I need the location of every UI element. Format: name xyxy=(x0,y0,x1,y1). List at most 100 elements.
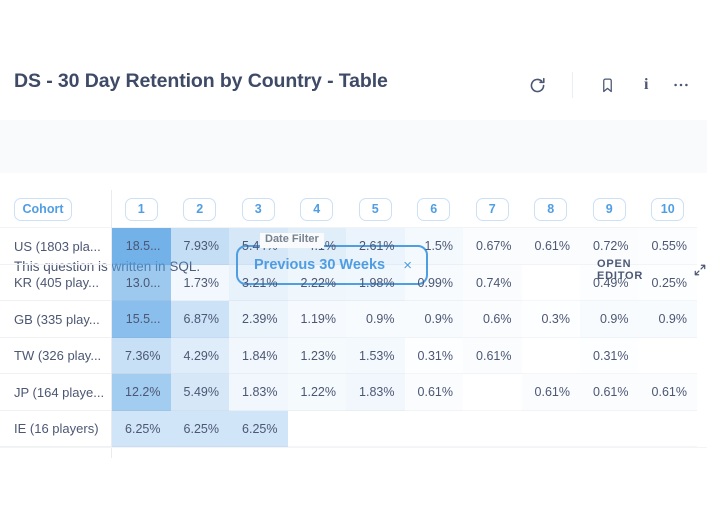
column-header-pill-4[interactable]: 4 xyxy=(300,197,334,221)
retention-cell[interactable]: 6.25% xyxy=(170,410,229,447)
table-row: JP (164 playe... 12.2% 5.49% 1.83% 1.22% 1.83… xyxy=(0,374,707,411)
retention-cell[interactable]: 2.39% xyxy=(229,301,288,338)
date-filter-label: Date Filter xyxy=(260,233,324,248)
column-header-cell: 4 xyxy=(288,190,347,228)
column-header-cell: 7 xyxy=(463,190,522,228)
retention-cell[interactable]: 0.61% xyxy=(639,374,698,411)
retention-cell[interactable]: 0.9% xyxy=(638,301,697,338)
retention-cell[interactable]: 1.98% xyxy=(346,264,405,301)
column-header-cell: 6 xyxy=(405,190,464,228)
page-title[interactable]: DS - 30 Day Retention by Country - Table xyxy=(14,70,388,92)
retention-cell[interactable]: 0.61% xyxy=(580,374,639,411)
retention-cell[interactable]: 0.99% xyxy=(404,264,463,301)
retention-cell[interactable] xyxy=(639,411,698,448)
column-header-cell: 5 xyxy=(346,190,405,228)
cohort-row-label[interactable]: US (1803 pla... xyxy=(0,228,112,265)
retention-cell[interactable]: 7.36% xyxy=(112,337,171,374)
date-filter-widget[interactable]: Previous 30 Weeks × xyxy=(236,245,428,285)
retention-cell[interactable]: 0.61% xyxy=(405,374,464,411)
column-header-pill-9[interactable]: 9 xyxy=(592,197,626,221)
retention-cell[interactable]: 6.25% xyxy=(229,410,288,447)
retention-cell[interactable]: 7.93% xyxy=(170,228,229,265)
retention-cell[interactable]: 15.5... xyxy=(112,301,171,338)
column-header-cell: 8 xyxy=(522,190,581,228)
refresh-icon[interactable] xyxy=(528,76,547,95)
column-header-cell: 10 xyxy=(639,190,698,228)
retention-cell[interactable]: 0.6% xyxy=(463,301,522,338)
retention-cell[interactable]: 5.49% xyxy=(170,374,229,411)
retention-cell[interactable]: 1.23% xyxy=(287,337,346,374)
info-icon[interactable]: i xyxy=(644,76,649,93)
retention-cell[interactable]: 0.31% xyxy=(580,338,639,375)
retention-cell[interactable]: 1.83% xyxy=(346,374,405,411)
retention-cell[interactable]: 1.73% xyxy=(170,264,229,301)
column-header-pill-2[interactable]: 2 xyxy=(183,197,217,221)
retention-cell[interactable]: 2.61% xyxy=(346,228,405,265)
retention-cell[interactable]: 0.61% xyxy=(522,228,581,265)
date-filter-value[interactable]: Previous 30 Weeks xyxy=(254,257,386,273)
retention-cell[interactable]: 1.83% xyxy=(229,374,288,411)
retention-cell[interactable]: 0.9% xyxy=(346,301,405,338)
retention-cell[interactable] xyxy=(463,374,522,411)
retention-cell[interactable] xyxy=(463,411,522,448)
retention-cell[interactable]: 2.22% xyxy=(287,264,346,301)
retention-cell[interactable]: 0.55% xyxy=(639,228,698,265)
retention-cell[interactable]: 0.61% xyxy=(522,374,581,411)
retention-cell[interactable]: 4.29% xyxy=(170,337,229,374)
column-header-pill-10[interactable]: 10 xyxy=(651,197,685,221)
cohort-column-header[interactable]: Cohort xyxy=(14,197,72,221)
ellipsis-icon[interactable] xyxy=(672,76,690,94)
retention-cell[interactable]: 3.21% xyxy=(229,264,288,301)
cohort-row-label[interactable]: GB (335 play... xyxy=(0,301,112,338)
retention-cell[interactable] xyxy=(639,338,698,375)
column-header-pill-7[interactable]: 7 xyxy=(475,197,509,221)
retention-cell[interactable]: 1.84% xyxy=(229,337,288,374)
open-editor-button[interactable]: OPEN EDITOR xyxy=(597,258,707,282)
column-header-cell: 1 xyxy=(112,190,171,228)
column-header-pill-5[interactable]: 5 xyxy=(358,197,392,221)
table-row: US (1803 pla...18.5...7.93%5.44%4.1%2.61… xyxy=(0,228,707,265)
retention-cell[interactable]: 0.31% xyxy=(405,338,464,375)
bookmark-icon[interactable] xyxy=(599,77,616,94)
column-header-pill-3[interactable]: 3 xyxy=(241,197,275,221)
frozen-column-divider xyxy=(111,190,112,458)
retention-cell[interactable] xyxy=(405,411,464,448)
retention-cell[interactable]: 0.9% xyxy=(404,301,463,338)
cohort-row-label[interactable]: TW (326 play... xyxy=(0,338,112,375)
retention-cell[interactable]: 13.0... xyxy=(112,264,171,301)
retention-cell[interactable]: 0.9% xyxy=(580,301,639,338)
table-row: IE (16 players) 6.25% 6.25% 6.25% xyxy=(0,410,707,448)
retention-cell[interactable]: 0.61% xyxy=(463,338,522,375)
column-header-pill-1[interactable]: 1 xyxy=(124,197,158,221)
retention-cell[interactable] xyxy=(346,411,405,448)
cohort-row-label[interactable]: IE (16 players) xyxy=(0,411,112,448)
retention-cell[interactable]: 0.74% xyxy=(463,265,522,302)
retention-cell[interactable]: 12.2% xyxy=(112,374,171,411)
retention-cell[interactable] xyxy=(580,411,639,448)
column-header-cell: 9 xyxy=(580,190,639,228)
retention-cell[interactable] xyxy=(522,411,581,448)
cohort-row-label[interactable]: JP (164 playe... xyxy=(0,374,112,411)
table-row: TW (326 play... 7.36% 4.29% 1.84% 1.23% 1.53%… xyxy=(0,337,707,375)
retention-cell[interactable]: 0.67% xyxy=(463,228,522,265)
retention-cell[interactable]: 1.53% xyxy=(346,337,405,374)
retention-cell[interactable]: 6.25% xyxy=(112,410,171,447)
retention-cell[interactable]: 6.87% xyxy=(170,301,229,338)
retention-cell[interactable] xyxy=(522,265,581,302)
column-header-pill-6[interactable]: 6 xyxy=(417,197,451,221)
retention-cell[interactable]: 1.5% xyxy=(404,228,463,265)
retention-cell[interactable] xyxy=(522,338,581,375)
clear-filter-icon[interactable]: × xyxy=(403,256,412,274)
title-actions: i xyxy=(524,72,690,98)
retention-cell[interactable]: 1.22% xyxy=(287,374,346,411)
retention-cell[interactable]: 1.19% xyxy=(287,301,346,338)
expand-icon[interactable] xyxy=(693,263,707,277)
retention-cell[interactable] xyxy=(288,411,347,448)
retention-cell[interactable]: 0.3% xyxy=(522,301,581,338)
retention-cell[interactable]: 18.5... xyxy=(112,228,171,265)
column-header-pill-8[interactable]: 8 xyxy=(534,197,568,221)
retention-cell[interactable]: 0.25% xyxy=(639,265,698,302)
retention-cell[interactable]: 0.72% xyxy=(580,228,639,265)
cohort-row-label[interactable]: KR (405 play... xyxy=(0,265,112,302)
retention-cell[interactable]: 0.49% xyxy=(580,265,639,302)
